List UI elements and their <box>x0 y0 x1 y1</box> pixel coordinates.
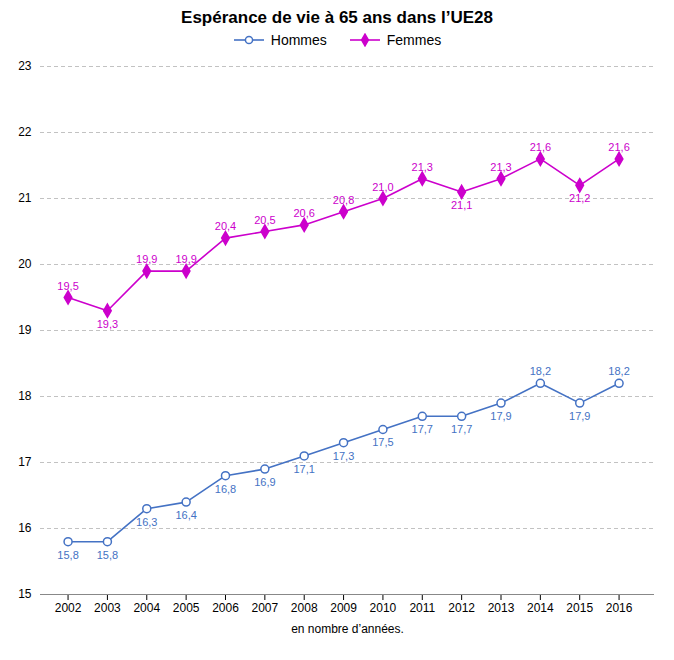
svg-text:2014: 2014 <box>527 601 554 615</box>
svg-text:21,3: 21,3 <box>412 161 433 173</box>
svg-text:19,9: 19,9 <box>175 253 196 265</box>
svg-text:21,1: 21,1 <box>451 199 472 211</box>
svg-text:16,3: 16,3 <box>136 516 157 528</box>
svg-text:2002: 2002 <box>55 601 82 615</box>
svg-text:17,9: 17,9 <box>490 410 511 422</box>
svg-text:2003: 2003 <box>94 601 121 615</box>
svg-text:17,1: 17,1 <box>293 463 314 475</box>
svg-text:17,3: 17,3 <box>333 450 354 462</box>
svg-text:18,2: 18,2 <box>530 365 551 377</box>
svg-text:20,4: 20,4 <box>215 220 236 232</box>
svg-text:15: 15 <box>18 587 32 601</box>
svg-text:18: 18 <box>18 389 32 403</box>
svg-text:19,5: 19,5 <box>57 280 78 292</box>
svg-text:17,5: 17,5 <box>372 436 393 448</box>
svg-text:19,9: 19,9 <box>136 253 157 265</box>
svg-text:20,8: 20,8 <box>333 194 354 206</box>
svg-text:2006: 2006 <box>212 601 239 615</box>
svg-text:2004: 2004 <box>133 601 160 615</box>
svg-text:21,6: 21,6 <box>608 141 629 153</box>
svg-text:en nombre d’années.: en nombre d’années. <box>291 622 404 636</box>
svg-text:22: 22 <box>18 125 32 139</box>
svg-text:21,0: 21,0 <box>372 181 393 193</box>
svg-text:2009: 2009 <box>330 601 357 615</box>
svg-text:19,3: 19,3 <box>97 318 118 330</box>
svg-text:2010: 2010 <box>370 601 397 615</box>
svg-text:2011: 2011 <box>409 601 435 615</box>
svg-text:17: 17 <box>18 455 32 469</box>
svg-text:21,3: 21,3 <box>490 161 511 173</box>
svg-text:16,4: 16,4 <box>175 509 196 521</box>
svg-text:2012: 2012 <box>448 601 475 615</box>
svg-text:2013: 2013 <box>488 601 515 615</box>
svg-text:20: 20 <box>18 257 32 271</box>
svg-text:21: 21 <box>18 191 32 205</box>
svg-text:15,8: 15,8 <box>97 549 118 561</box>
svg-text:21,2: 21,2 <box>569 192 590 204</box>
svg-text:2007: 2007 <box>251 601 278 615</box>
svg-text:21,6: 21,6 <box>530 141 551 153</box>
svg-text:23: 23 <box>18 59 32 73</box>
svg-text:2008: 2008 <box>291 601 318 615</box>
svg-text:20,5: 20,5 <box>254 214 275 226</box>
svg-text:17,7: 17,7 <box>451 423 472 435</box>
svg-text:2015: 2015 <box>566 601 593 615</box>
svg-text:16,8: 16,8 <box>215 483 236 495</box>
html-text:Femmes: Femmes <box>386 32 442 48</box>
html-text:Hommes: Hommes <box>270 32 327 48</box>
svg-text:2016: 2016 <box>606 601 633 615</box>
svg-text:18,2: 18,2 <box>608 365 629 377</box>
svg-text:2005: 2005 <box>173 601 200 615</box>
svg-text:17,9: 17,9 <box>569 410 590 422</box>
svg-text:16,9: 16,9 <box>254 476 275 488</box>
html-text:Espérance de vie à 65 ans dans: Espérance de vie à 65 ans dans l’UE28 <box>181 8 493 27</box>
svg-text:19: 19 <box>18 323 32 337</box>
svg-text:15,8: 15,8 <box>57 549 78 561</box>
svg-text:17,7: 17,7 <box>412 423 433 435</box>
svg-text:16: 16 <box>18 521 32 535</box>
svg-text:20,6: 20,6 <box>293 207 314 219</box>
